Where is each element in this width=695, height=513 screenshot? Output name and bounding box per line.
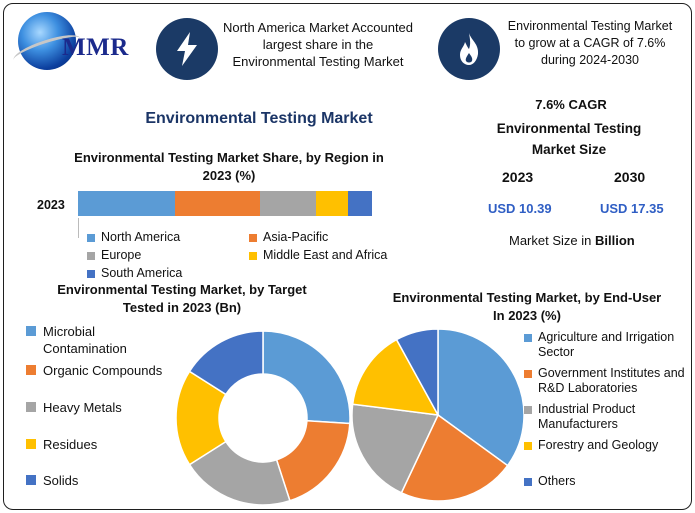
legend-government-institutes: Government Institutes and R&D Laboratori… [524,366,689,396]
legend-swatch [26,475,36,485]
legend-swatch [249,234,257,242]
north-america-info: North America Market Accounted largest s… [222,20,414,69]
legend-europe: Europe [87,248,141,263]
end-user-chart-title: Environmental Testing Market, by End-Use… [392,290,662,323]
cagr-label: 7.6% CAGR [535,97,607,112]
bar-segment-south-america [348,191,372,216]
legend-industrial-manufacturers: Industrial Product Manufacturers [524,402,674,432]
legend-asia-pacific: Asia-Pacific [249,230,328,245]
end-user-pie-chart [351,328,525,502]
legend-residues: Residues [26,436,97,453]
legend-swatch [26,326,36,336]
year-2023-label: 2023 [502,169,534,185]
legend-north-america: North America [87,230,180,245]
legend-middle-east-africa: Middle East and Africa [249,248,387,263]
brand-logo-text: MMR [62,34,129,61]
slice-agriculture-and-irrigation-sector [437,328,525,467]
legend-heavy-metals: Heavy Metals [26,399,122,416]
legend-swatch [26,365,36,375]
legend-agriculture: Agriculture and Irrigation Sector [524,330,689,360]
market-value-2030: USD 17.35 [600,201,664,216]
bar-axis-line [78,218,79,238]
market-size-unit: Market Size in Billion [509,233,635,248]
slice-others [395,328,439,416]
legend-forestry-geology: Forestry and Geology [524,438,658,453]
globe-logo-icon [18,12,76,70]
bar-segment-middle-east-and-africa [316,191,349,216]
legend-swatch [26,439,36,449]
legend-swatch [249,252,257,260]
bar-segment-europe [260,191,317,216]
region-bar-category-label: 2023 [37,198,65,212]
cagr-info: Environmental Testing Market to grow at … [507,19,673,67]
legend-swatch [87,270,95,278]
slice-organic-compounds [275,419,351,502]
legend-microbial-contamination: Microbial Contamination [26,323,166,357]
slice-forestry-and-geology [351,338,440,416]
legend-south-america: South America [87,266,182,281]
slice-solids [188,330,264,396]
target-donut-chart [175,330,351,506]
infographic-frame: MMR North America Market Accounted large… [3,3,692,510]
legend-swatch [87,252,95,260]
bar-segment-asia-pacific [175,191,261,216]
slice-industrial-product-manufacturers [351,403,440,494]
legend-swatch [524,334,532,342]
market-value-2023: USD 10.39 [488,201,552,216]
legend-solids: Solids [26,472,78,489]
year-2030-label: 2030 [614,169,646,185]
region-stacked-bar [78,191,372,216]
legend-organic-compounds: Organic Compounds [26,362,176,379]
region-chart-title: Environmental Testing Market Share, by R… [74,150,384,183]
bar-segment-north-america [78,191,176,216]
slice-microbial-contamination [262,330,351,425]
lightning-icon [156,18,218,80]
legend-swatch [26,402,36,412]
flame-icon [438,18,500,80]
legend-others: Others [524,474,576,489]
target-chart-title: Environmental Testing Market, by Target … [57,282,307,315]
main-title: Environmental Testing Market [145,110,373,127]
market-size-title: Environmental Testing Market Size [496,121,642,157]
legend-swatch [87,234,95,242]
legend-swatch [524,406,532,414]
legend-swatch [524,478,532,486]
legend-swatch [524,442,532,450]
legend-swatch [524,370,532,378]
